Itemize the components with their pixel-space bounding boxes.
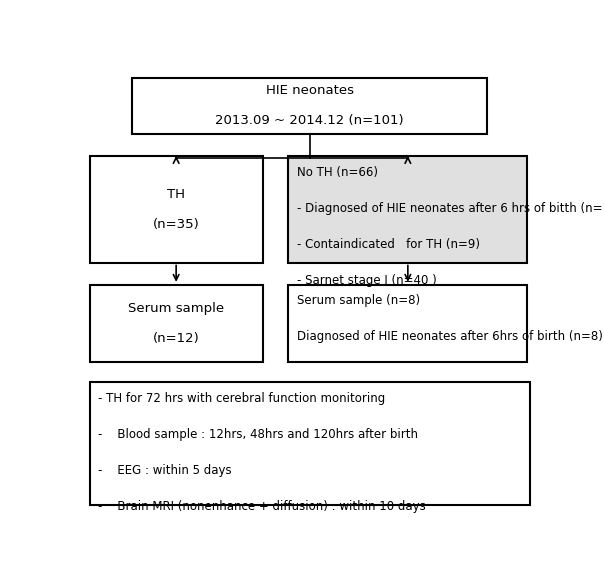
Text: - TH for 72 hrs with cerebral function monitoring

-    Blood sample : 12hrs, 48: - TH for 72 hrs with cerebral function m… [98, 392, 426, 513]
Bar [289, 156, 527, 263]
Bar [89, 156, 263, 263]
Bar [289, 284, 527, 362]
Bar [132, 78, 487, 134]
Bar [89, 383, 530, 505]
Text: Serum sample

(n=12): Serum sample (n=12) [128, 302, 224, 345]
Text: Serum sample (n=8)

Diagnosed of HIE neonates after 6hrs of birth (n=8): Serum sample (n=8) Diagnosed of HIE neon… [297, 294, 603, 343]
Text: No TH (n=66)

- Diagnosed of HIE neonates after 6 hrs of bitth (n=17)

- Contain: No TH (n=66) - Diagnosed of HIE neonates… [297, 166, 604, 287]
Text: HIE neonates

2013.09 ~ 2014.12 (n=101): HIE neonates 2013.09 ~ 2014.12 (n=101) [215, 84, 404, 128]
Bar [89, 284, 263, 362]
Text: TH

(n=35): TH (n=35) [153, 188, 199, 231]
